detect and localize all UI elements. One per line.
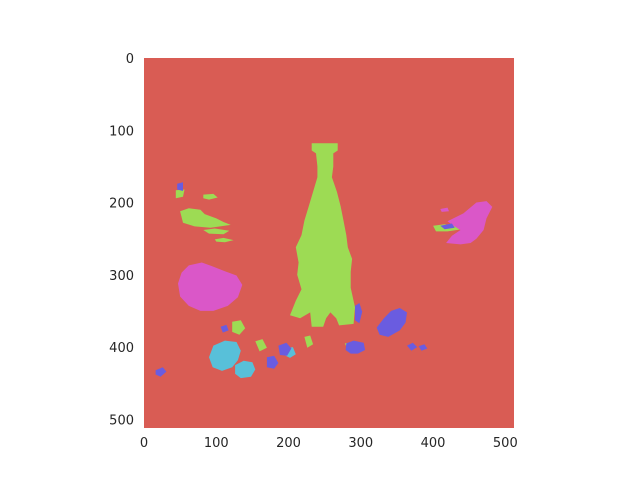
plot-area (144, 58, 514, 428)
heatmap-region-25 (440, 223, 455, 230)
heatmap-region-17 (345, 340, 366, 354)
heatmap-region-11 (178, 262, 243, 311)
y-tick-label: 100 (109, 124, 134, 139)
x-tick-label: 500 (493, 436, 518, 451)
heatmap-region-23 (407, 342, 418, 351)
y-tick-label: 300 (109, 269, 134, 284)
heatmap-region-19 (266, 355, 279, 369)
heatmap-region-24 (418, 344, 428, 351)
x-tick-label: 200 (276, 436, 301, 451)
heatmap-region-27 (440, 207, 449, 212)
heatmap-region-4 (175, 189, 185, 199)
heatmap-region-14 (235, 360, 256, 379)
x-axis: 0 100 200 300 400 500 (140, 436, 518, 451)
y-tick-label: 400 (109, 341, 134, 356)
heatmap-region-7 (232, 320, 246, 335)
heatmap-region-22 (220, 324, 229, 333)
heatmap-region-2 (203, 228, 230, 235)
y-axis: 0 100 200 300 400 500 (109, 52, 134, 428)
y-tick-label: 200 (109, 197, 134, 212)
heatmap-region-16 (376, 308, 407, 337)
heatmap-region-9 (304, 335, 314, 348)
heatmap-region-21 (155, 367, 167, 377)
heatmap-region-20 (355, 303, 363, 324)
y-tick-label: 0 (126, 52, 134, 67)
heatmap-region-1 (180, 208, 231, 228)
heatmap-region-26 (177, 182, 183, 191)
heatmap-region-10 (255, 339, 267, 352)
x-tick-label: 0 (140, 436, 148, 451)
x-tick-label: 100 (204, 436, 229, 451)
heatmap-region-0 (290, 143, 355, 327)
heatmap-region-18 (278, 342, 292, 356)
x-tick-label: 300 (348, 436, 373, 451)
heatmap-region-3 (214, 237, 234, 243)
x-tick-label: 400 (421, 436, 446, 451)
y-tick-label: 500 (109, 413, 134, 428)
heatmap-region-13 (209, 340, 241, 371)
heatmap-region-5 (203, 193, 218, 200)
heatmap-region-12 (446, 201, 493, 245)
